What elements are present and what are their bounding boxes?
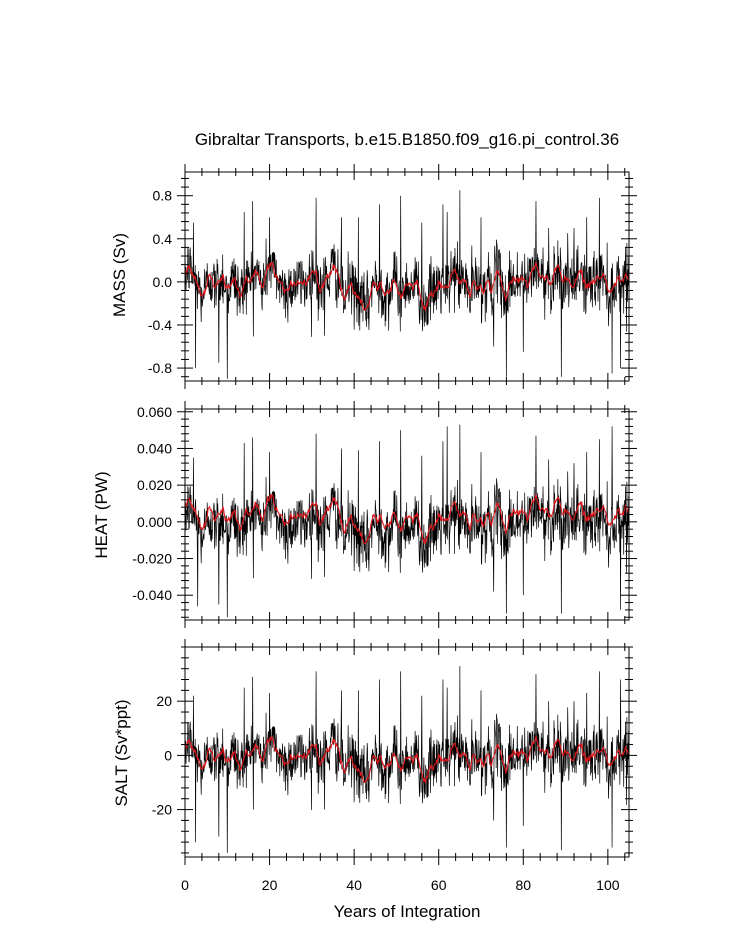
y-tick-label: -0.040 <box>132 587 172 603</box>
y-tick-label: -0.020 <box>132 551 172 567</box>
y-tick-label: -0.4 <box>148 317 172 333</box>
monthly-series-line <box>185 424 629 618</box>
y-tick-label: 0.060 <box>137 404 172 420</box>
y-tick-label: 0.040 <box>137 440 172 456</box>
y-tick-label: 0.8 <box>153 188 173 204</box>
y-tick-label: -0.8 <box>148 360 172 376</box>
heat-y-axis-label: HEAT (PW) <box>92 471 111 558</box>
y-tick-label: 0.000 <box>137 514 172 530</box>
x-tick-label: 80 <box>515 877 531 893</box>
x-tick-label: 0 <box>181 877 189 893</box>
y-tick-label: 0.0 <box>153 274 173 290</box>
y-tick-label: 0.4 <box>153 231 173 247</box>
plot-frame <box>184 171 630 382</box>
x-tick-label: 20 <box>262 877 278 893</box>
x-tick-label: 40 <box>346 877 362 893</box>
salt-panel: SALT (Sv*ppt) -20 0 20 <box>112 639 637 865</box>
heat-panel: HEAT (PW) -0.040 -0.020 0.000 0.020 0.040 0.0… <box>92 401 637 628</box>
smoothed-series-line <box>185 494 629 545</box>
x-tick-label: 60 <box>431 877 447 893</box>
x-axis-label: Years of Integration <box>334 902 481 921</box>
chart-title: Gibraltar Transports, b.e15.B1850.f09_g1… <box>195 130 619 149</box>
smoothed-series-line <box>185 736 629 784</box>
y-tick-label: 0 <box>164 747 172 763</box>
y-tick-label: 20 <box>156 693 172 709</box>
monthly-series-line <box>185 665 629 853</box>
y-tick-label: 0.020 <box>137 477 172 493</box>
smoothed-series-line <box>185 262 629 312</box>
x-axis: 0 20 40 60 80 100 <box>181 877 620 893</box>
mass-y-axis-label: MASS (Sv) <box>110 233 129 317</box>
monthly-series-line <box>185 190 629 379</box>
y-tick-label: -20 <box>152 802 172 818</box>
mass-panel: MASS (Sv) -0.8 -0.4 0.0 0.4 0.8 <box>110 164 637 389</box>
plot-frame <box>184 646 630 858</box>
salt-y-axis-label: SALT (Sv*ppt) <box>112 699 131 806</box>
x-tick-label: 100 <box>596 877 620 893</box>
